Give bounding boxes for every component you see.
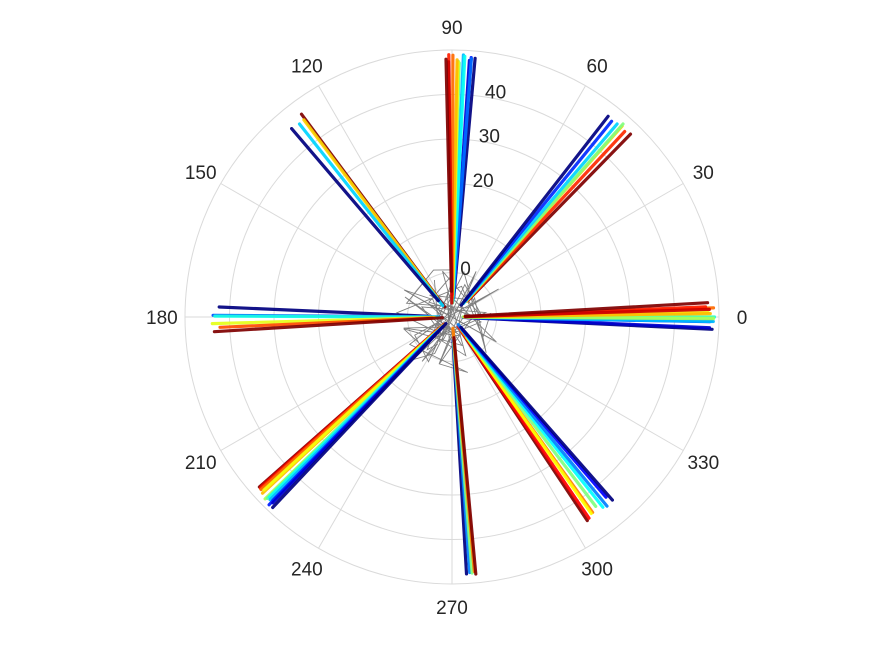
theta-tick-label: 30: [693, 163, 714, 184]
grid-spoke-30: [451, 183, 684, 318]
trace-88-13: [444, 57, 454, 293]
trace-181-0: [217, 305, 430, 318]
trace-128-2: [297, 122, 445, 308]
spoke-group-274: [451, 326, 478, 576]
theta-tick-label: 180: [146, 308, 178, 329]
trace-307-3: [465, 335, 593, 516]
r-tick-label: 0: [460, 259, 471, 280]
grid-spoke-210: [220, 316, 453, 451]
theta-tick-label: 210: [185, 453, 217, 474]
spoke-group-307: [456, 323, 615, 523]
grid-spoke-120: [318, 85, 453, 318]
grid-spoke-330: [451, 316, 684, 451]
grid-spoke-150: [220, 183, 453, 318]
theta-tick-label: 240: [291, 559, 323, 580]
theta-tick-label: 120: [291, 57, 323, 78]
axis-labels: 0 30 60 90 120 150 180 210 240 270 300 330 0 20 30 40: [146, 18, 747, 619]
r-tick-label: 30: [479, 127, 500, 148]
theta-tick-label: 0: [737, 308, 748, 329]
spoke-group-224: [257, 322, 448, 510]
spoke-group-88: [444, 53, 477, 305]
trace-49-6: [459, 114, 610, 307]
grid-spoke-300: [451, 316, 586, 549]
grid-spoke-240: [318, 316, 453, 549]
spoke-group-128: [290, 112, 447, 309]
theta-tick-label: 270: [436, 598, 468, 619]
spoke-group-49: [459, 114, 633, 307]
trace-128-3: [290, 127, 440, 303]
trace-224-13: [271, 322, 448, 510]
theta-tick-label: 60: [587, 57, 608, 78]
data-series: [210, 53, 717, 576]
theta-tick-label: 300: [581, 559, 613, 580]
r-tick-label: 40: [485, 83, 506, 104]
grid-spoke-60: [451, 85, 586, 318]
trace-181-5: [212, 316, 444, 334]
spoke-group-181: [210, 305, 444, 334]
r-tick-label: 20: [473, 171, 494, 192]
theta-tick-label: 150: [185, 163, 217, 184]
theta-tick-label: 330: [687, 453, 719, 474]
trace-307-8: [459, 325, 615, 502]
spoke-group-0: [461, 301, 717, 331]
trace-274-4: [452, 336, 478, 576]
theta-tick-label: 90: [441, 18, 462, 39]
trace-0-13: [463, 301, 710, 318]
